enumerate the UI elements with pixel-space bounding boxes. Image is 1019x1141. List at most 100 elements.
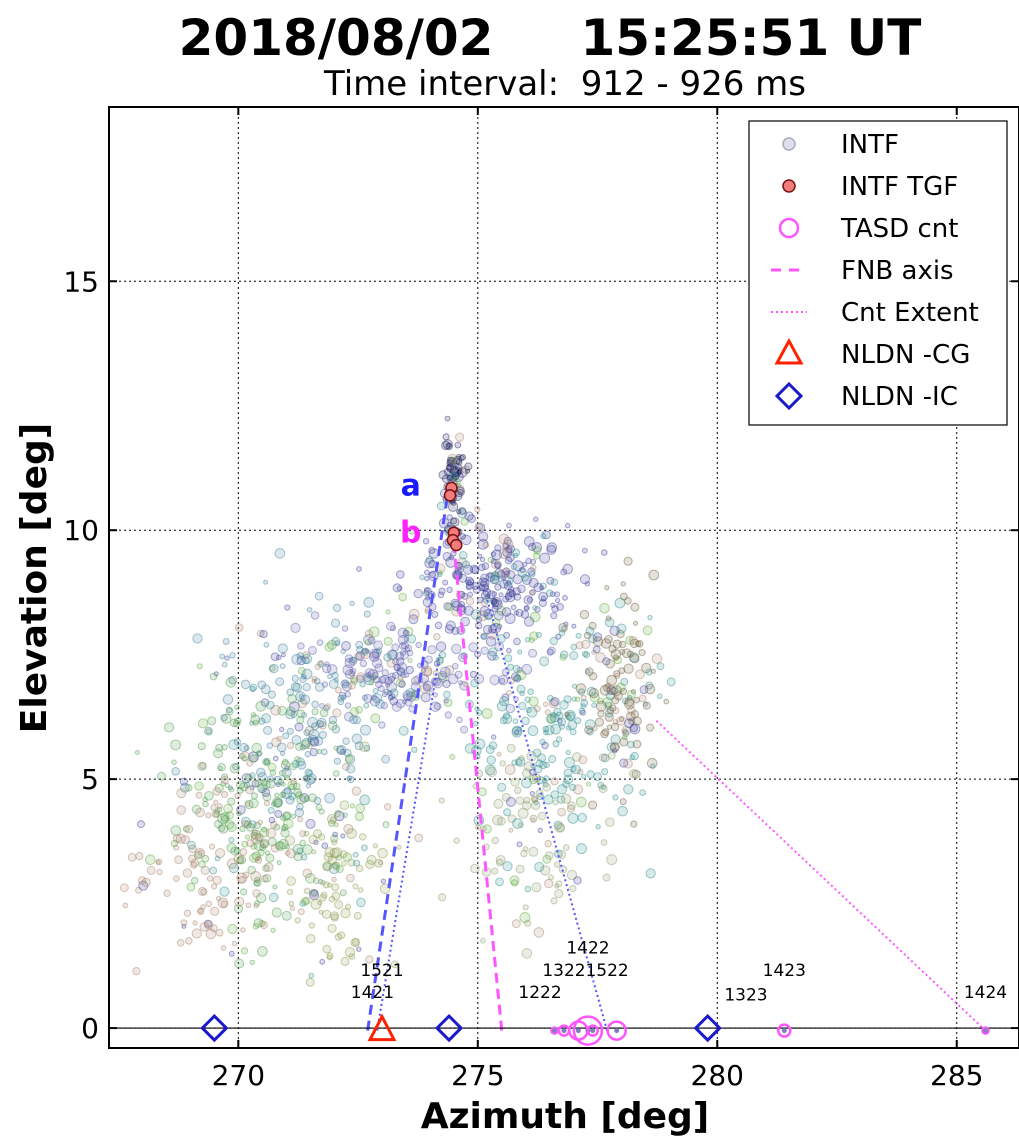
nldn-ic-marker — [434, 1013, 464, 1043]
intf-point — [533, 582, 544, 593]
intf-point — [395, 678, 405, 688]
intf-point — [290, 777, 298, 785]
intf-point — [296, 847, 304, 855]
intf-point — [490, 571, 500, 581]
intf-point — [389, 696, 399, 706]
intf-point — [479, 606, 491, 617]
intf-point — [284, 774, 291, 781]
intf-point — [294, 722, 304, 732]
detector-label: 1422 — [566, 938, 609, 958]
intf-point — [495, 858, 504, 867]
intf-point — [408, 608, 420, 620]
intf-point — [512, 587, 521, 596]
intf-point — [291, 735, 302, 745]
intf-point — [519, 690, 525, 697]
intf-point — [364, 648, 370, 654]
intf-point — [425, 595, 431, 601]
intf-point — [482, 541, 490, 549]
intf-point — [391, 671, 400, 680]
intf-point — [204, 726, 213, 736]
intf-point — [424, 569, 430, 576]
intf-point — [213, 799, 219, 805]
intf-point — [474, 506, 481, 513]
intf-point — [396, 570, 405, 579]
intf-point — [263, 579, 269, 585]
intf-point — [555, 736, 563, 743]
intf-point — [519, 566, 526, 573]
intf-point — [423, 587, 432, 596]
intf-point — [624, 718, 634, 729]
intf-point — [340, 908, 351, 919]
intf-point — [566, 714, 572, 720]
intf-point — [422, 589, 430, 597]
intf-point — [214, 855, 221, 862]
intf-point — [300, 694, 311, 705]
intf-point — [395, 651, 405, 661]
intf-point — [314, 591, 324, 601]
intf-point — [472, 720, 479, 727]
intf-point — [556, 823, 565, 833]
intf-point — [242, 871, 250, 879]
intf-point — [435, 641, 447, 652]
intf-point — [523, 595, 534, 605]
intf-point — [503, 581, 513, 591]
intf-point — [424, 609, 430, 615]
intf-point — [600, 784, 607, 791]
intf-point — [498, 592, 504, 598]
intf-point — [512, 574, 523, 585]
intf-point — [505, 592, 516, 603]
intf-point — [532, 546, 542, 555]
intf-point — [601, 549, 608, 556]
intf-point — [489, 574, 500, 585]
intf-point — [188, 844, 197, 854]
intf-point — [450, 517, 458, 525]
intf-point — [258, 919, 266, 927]
x-tick-label: 280 — [691, 1059, 744, 1092]
intf-point — [214, 808, 221, 815]
intf-point — [571, 683, 578, 689]
intf-point — [396, 666, 406, 676]
intf-point — [592, 645, 601, 654]
intf-point — [363, 610, 371, 618]
intf-point — [461, 592, 469, 600]
intf-point — [193, 851, 203, 860]
intf-point — [415, 641, 422, 649]
intf-point — [361, 694, 368, 701]
intf-point — [490, 734, 497, 740]
intf-point — [539, 585, 545, 591]
intf-point — [558, 865, 568, 874]
intf-point — [408, 614, 419, 625]
intf-point — [534, 606, 541, 613]
intf-point — [474, 673, 485, 685]
intf-point — [380, 701, 388, 710]
y-tick-label: 5 — [81, 763, 99, 796]
intf-point — [257, 680, 267, 690]
intf-point — [318, 730, 327, 740]
intf-point — [265, 853, 275, 863]
intf-point — [465, 597, 475, 606]
intf-point — [499, 696, 510, 707]
intf-point — [215, 928, 224, 937]
nldn-cg-marker — [367, 1013, 397, 1042]
intf-point — [617, 805, 628, 817]
intf-point — [419, 574, 425, 581]
intf-point — [453, 471, 464, 483]
intf-point — [274, 548, 286, 559]
intf-point — [229, 763, 240, 774]
legend-label: NLDN -CG — [841, 340, 970, 370]
intf-point — [317, 717, 327, 728]
intf-point — [278, 769, 286, 777]
intf-point — [308, 834, 318, 845]
intf-point — [371, 648, 382, 659]
intf-point — [359, 659, 368, 668]
intf-point — [630, 820, 638, 828]
intf-point — [256, 767, 266, 778]
intf-point — [635, 640, 644, 648]
tasd-detector-point — [590, 1028, 596, 1034]
intf-point — [479, 581, 489, 592]
intf-point — [612, 707, 620, 715]
intf-point — [480, 632, 488, 640]
fnb-axis-line — [366, 485, 451, 1031]
intf-point — [503, 808, 512, 817]
annotation-label: a — [401, 468, 421, 503]
